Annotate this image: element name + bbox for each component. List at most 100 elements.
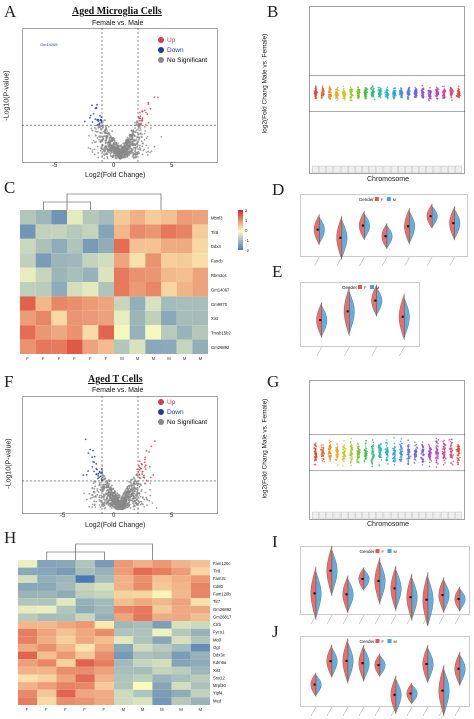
heatmap-cell [51, 296, 67, 311]
chromosome-point [429, 448, 431, 450]
volcano-point [108, 488, 111, 491]
violin-tick [371, 346, 377, 357]
heatmap-cell [20, 267, 36, 282]
chromosome-point [407, 462, 410, 464]
volcano-point [102, 130, 105, 133]
chromosome-point [363, 449, 365, 452]
chromosome-point [452, 454, 454, 456]
chromosome-point [437, 90, 439, 93]
svg-text:F: F [364, 285, 367, 290]
volcano-point [144, 482, 146, 485]
heatmap-cell [171, 636, 191, 644]
chromosome-point [386, 439, 388, 441]
volcano-point [138, 137, 141, 139]
volcano-point [101, 139, 104, 142]
heatmap-cell [94, 651, 114, 660]
volcano-point [96, 137, 99, 139]
chromosome-point [436, 449, 439, 451]
violin-median [377, 663, 380, 667]
volcano-point [105, 490, 108, 492]
volcano-point [131, 131, 134, 133]
chromosome-point [364, 96, 367, 98]
volcano-point [135, 480, 138, 483]
volcano-point [87, 470, 89, 472]
chromosome-point [400, 456, 403, 458]
volcano-point [110, 493, 113, 496]
volcano-point [102, 149, 105, 152]
heatmap-cell [37, 605, 57, 614]
heatmap-cell [190, 621, 210, 629]
chromosome-point [399, 93, 401, 96]
chromosome-label-box [412, 511, 419, 520]
volcano-point [127, 504, 129, 506]
volcano-point [98, 139, 100, 141]
volcano-point [108, 480, 111, 483]
chromosome-point [414, 89, 416, 92]
volcano-point [91, 121, 94, 123]
heatmap-cell [171, 621, 191, 629]
heatmap-cell [176, 253, 193, 268]
volcano-point [134, 127, 136, 129]
chromosome-point [349, 442, 352, 444]
volcano-point [131, 133, 134, 136]
chromosome-point [358, 450, 361, 453]
volcano-point [114, 149, 117, 151]
chromosome-point [323, 90, 325, 92]
volcano-point [116, 144, 119, 146]
volcano-point [143, 461, 146, 464]
chromosome-point [421, 464, 424, 466]
chromosome-point [458, 450, 460, 453]
volcano-point [132, 157, 135, 160]
legend-f: Up Down No Significant [158, 398, 207, 428]
heatmap-cell [114, 605, 134, 614]
volcano-point [116, 497, 118, 499]
heatmap-cell [152, 689, 172, 698]
chromosome-point [443, 459, 445, 462]
violin-m [376, 287, 383, 316]
volcano-point [94, 130, 97, 133]
chromosome-point [407, 88, 410, 91]
chromosome-point [336, 448, 339, 451]
volcano-point [153, 96, 156, 98]
chromosome-point [371, 444, 374, 447]
volcano-point [136, 468, 138, 471]
chromosome-point [372, 89, 375, 91]
heatmap-cell [152, 697, 172, 705]
volcano-point [89, 114, 92, 117]
volcano-point [103, 502, 106, 504]
volcano-point [127, 505, 130, 508]
heatmap-cell [18, 636, 38, 644]
volcano-point [104, 486, 106, 488]
violin-plot-i: Gender F M [300, 546, 470, 626]
panel-g: G log2(Fold Chang Male vs. Female) Chrom… [237, 370, 474, 530]
volcano-point [91, 456, 94, 459]
chromosome-point [336, 86, 339, 89]
chromosome-point [343, 460, 345, 463]
chromosome-point [451, 450, 453, 452]
heatmap-cell [145, 267, 161, 282]
chromosome-point [409, 90, 411, 92]
svg-text:Gender: Gender [342, 285, 358, 290]
volcano-point [140, 140, 143, 142]
volcano-point [117, 494, 120, 496]
chromosome-point [437, 463, 439, 465]
chromosome-point [400, 95, 403, 97]
gene-label: Mbnl3 [211, 215, 223, 220]
violin-median [316, 228, 319, 231]
violin-median [401, 315, 404, 319]
chromosome-point [321, 460, 324, 462]
chromosome-point [372, 454, 375, 457]
chromosome-point [320, 449, 323, 452]
heatmap-cell [37, 682, 57, 690]
volcano-point [132, 502, 134, 505]
panel-letter-a: A [4, 2, 17, 21]
heatmap-cell [190, 697, 210, 705]
gender-m-swatch [386, 197, 391, 201]
volcano-point [97, 120, 100, 123]
volcano-point [109, 491, 112, 494]
chromosome-point [323, 458, 325, 461]
chromosome-point [357, 456, 360, 458]
volcano-point [124, 146, 126, 149]
volcano-point [124, 142, 127, 145]
volcano-point [134, 144, 137, 147]
